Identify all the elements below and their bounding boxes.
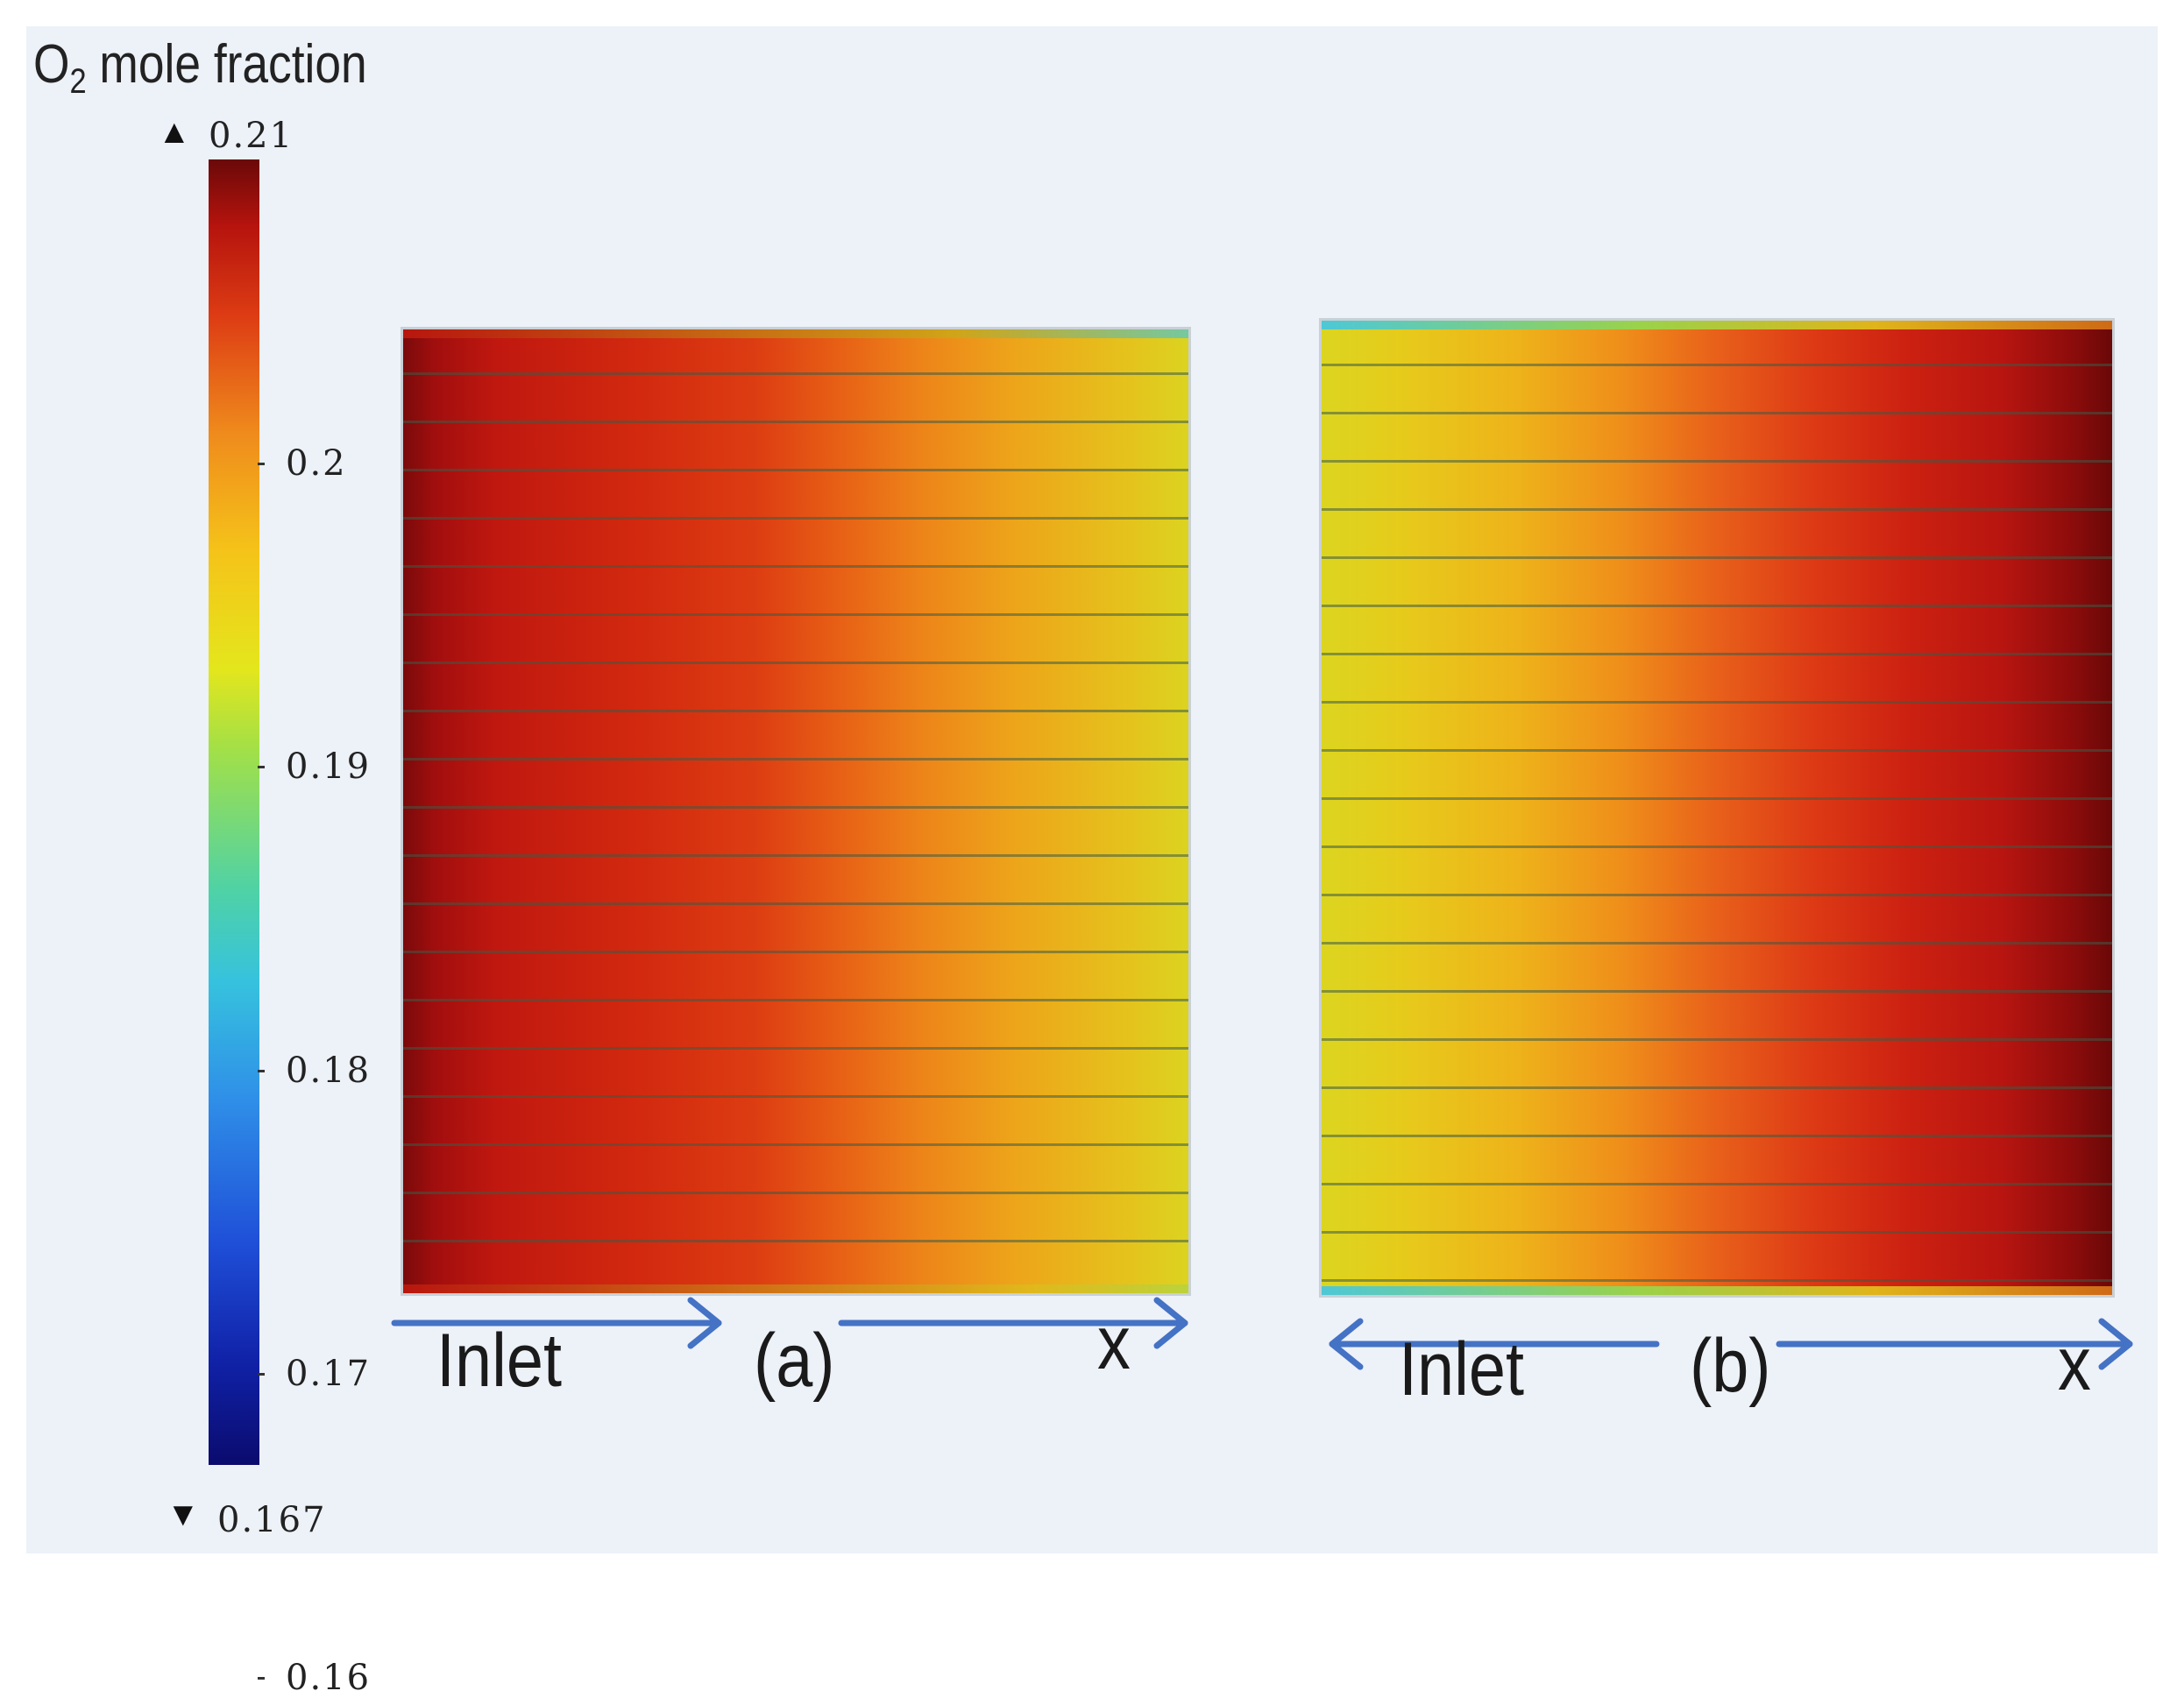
panel-b-bottom-edge: [1322, 1286, 2112, 1295]
colorbar-max-triangle-icon: ▲: [158, 114, 191, 151]
panel-a-top-edge: [403, 329, 1188, 338]
colorbar-tick: [258, 1676, 265, 1680]
panel-a-x-arrowhead: [1153, 1297, 1188, 1349]
colorbar-min-triangle-icon: ▼: [167, 1496, 200, 1533]
colorbar-max-label: 0.21: [209, 116, 294, 156]
panel-a-inlet-arrowhead: [687, 1297, 722, 1349]
panel-b-x-arrowhead: [2098, 1318, 2133, 1370]
colorbar-tick-label: 0.19: [286, 746, 372, 788]
panel-a-channels: [403, 329, 1188, 1293]
flow-arrows: [391, 1297, 2133, 1370]
colorbar-tick-label: 0.17: [286, 1354, 372, 1395]
colorbar-tick-label: 0.18: [286, 1050, 372, 1091]
panel-a-heatmap: [403, 329, 1188, 1293]
panel-b-heatmap: [1322, 321, 2112, 1295]
panel-b-top-edge: [1322, 321, 2112, 329]
panel-b-label: (b): [1690, 1324, 1771, 1408]
colorbar-title: O2 mole fraction: [33, 34, 367, 101]
panel-b-inlet-label: Inlet: [1399, 1327, 1525, 1411]
figure-canvas: O2 mole fraction ▲ 0.21 ▼ 0.167 Inlet (a…: [26, 26, 2158, 1698]
colorbar-tick: [258, 1069, 265, 1072]
panel-b-inlet-arrowhead: [1329, 1318, 1364, 1370]
colorbar-tick: [258, 1373, 265, 1376]
colorbar-tick: [258, 766, 265, 769]
panel-a-label: (a): [754, 1319, 835, 1403]
panel-b-channels: [1322, 321, 2112, 1295]
panel-a-bottom-edge: [403, 1284, 1188, 1293]
panel-b-x-label: x: [2058, 1322, 2091, 1406]
colorbar-tick-label: 0.16: [286, 1657, 372, 1698]
colorbar-tick: [258, 462, 265, 465]
panel-a-inlet-label: Inlet: [436, 1319, 563, 1403]
panel-a-x-label: x: [1097, 1301, 1131, 1385]
colorbar-tick-label: 0.2: [286, 442, 347, 484]
colorbar-min-label: 0.167: [217, 1500, 327, 1540]
colorbar: [209, 159, 259, 1465]
